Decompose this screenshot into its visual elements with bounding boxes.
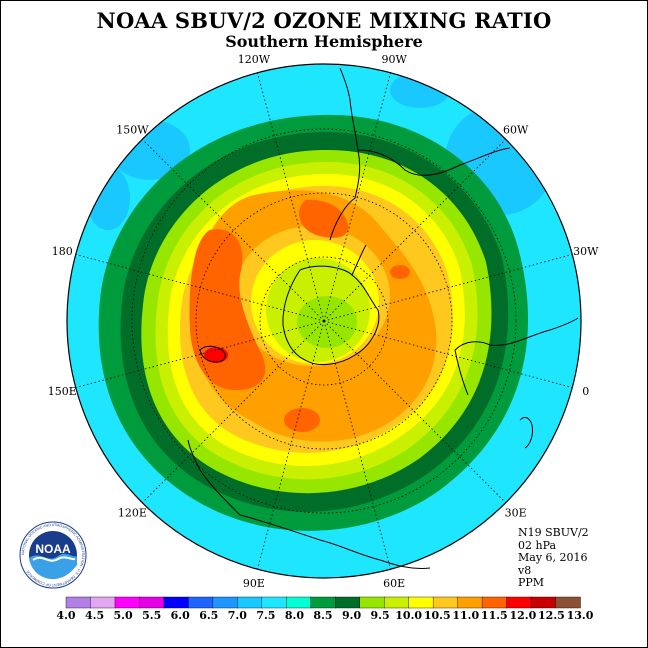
noaa-logo: NOAA NATIONAL OCEANIC AND ATMOSPHERIC AD… <box>18 520 88 594</box>
colorbar-label: 11.0 <box>452 609 479 622</box>
colorbar-label: 10.5 <box>424 609 451 622</box>
meridian-line <box>141 138 325 322</box>
longitude-label: 90W <box>381 53 407 66</box>
colorbar-label: 4.5 <box>85 609 104 622</box>
colorbar-label: 7.5 <box>256 609 275 622</box>
version-label: v8 <box>518 563 532 577</box>
meridian-line <box>141 320 325 504</box>
latitude-circle-0 <box>131 128 517 514</box>
longitude-label: 90E <box>243 577 265 590</box>
meridian-line <box>323 138 507 322</box>
coast-new-zealand <box>199 345 226 363</box>
colorbar-swatch <box>432 596 459 609</box>
colorbar-label: 8.5 <box>313 609 332 622</box>
meridian-line <box>323 320 573 388</box>
coast-south-america-east <box>357 147 511 176</box>
meridian-lines <box>75 72 573 570</box>
meridian-line <box>257 72 325 322</box>
colorbar-label: 10.0 <box>395 609 422 622</box>
longitude-label: 120E <box>118 507 147 520</box>
longitude-label: 0 <box>582 385 589 398</box>
colorbar-label: 5.0 <box>114 609 133 622</box>
date-label: May 6, 2016 <box>518 551 588 564</box>
ozone-field <box>67 64 581 578</box>
longitude-label: 60E <box>383 577 405 590</box>
map-subtitle: Southern Hemisphere <box>225 32 423 51</box>
colorbar-swatch <box>408 596 434 609</box>
map-border <box>66 63 582 579</box>
graticule <box>75 72 573 570</box>
field-darkorange-east <box>390 265 410 279</box>
coast-antarctic-peninsula <box>351 244 367 276</box>
coast-africa <box>454 317 579 351</box>
colorbar-swatch <box>261 596 287 609</box>
longitude-label: 150W <box>116 123 149 136</box>
info-block: N19 SBUV/2 02 hPa May 6, 2016 v8 PPM <box>518 526 589 590</box>
colorbar-swatch <box>212 596 239 609</box>
colorbar-label: 12.5 <box>538 609 565 622</box>
longitude-label: 30E <box>505 507 527 520</box>
colorbar-swatch <box>286 596 312 609</box>
noaa-logo-text: NOAA <box>35 542 71 556</box>
colorbar-label: 7.0 <box>228 609 247 622</box>
colorbar-swatch <box>114 596 141 609</box>
colorbar-label: 6.0 <box>171 609 190 622</box>
colorbar-swatch <box>188 596 214 609</box>
meridian-line <box>323 320 391 570</box>
colorbar-swatch <box>481 596 508 609</box>
coast-africa-south <box>454 349 469 396</box>
colorbar-label: 6.5 <box>199 609 218 622</box>
colorbar-swatch <box>139 596 165 609</box>
latitude-circle-60s <box>259 256 389 386</box>
colorbar-swatch <box>383 596 410 609</box>
longitude-label: 180 <box>52 245 73 258</box>
longitude-label: 30W <box>573 245 599 258</box>
coast-madagascar <box>519 417 533 449</box>
longitude-labels: 90W 60W 30W 0 30E 60E 90E 120E 150E 180 150W 120W <box>48 53 599 590</box>
colorbar-swatch <box>506 596 532 609</box>
meridian-line <box>257 320 325 570</box>
field-red-max <box>204 347 228 363</box>
colorbar-swatch <box>555 596 581 609</box>
coastlines <box>187 67 579 569</box>
meridian-line <box>75 254 325 322</box>
satellite-label: N19 SBUV/2 <box>518 526 589 539</box>
field-darkorange-south <box>284 408 320 432</box>
colorbar-swatch <box>457 596 483 609</box>
colorbar-swatch <box>65 596 92 609</box>
latitude-circle-30s <box>195 192 453 450</box>
pressure-label: 02 hPa <box>518 538 557 552</box>
colorbar-label: 9.0 <box>342 609 361 622</box>
colorbar-swatch <box>237 596 263 609</box>
colorbar-swatch <box>90 596 116 609</box>
field-darkorange-north <box>299 199 349 238</box>
colorbar-label: 4.0 <box>56 609 75 622</box>
longitude-label: 60W <box>503 123 529 136</box>
meridian-line <box>75 320 325 388</box>
meridian-line <box>323 320 507 504</box>
meridian-line <box>323 254 573 322</box>
colorbar-swatch <box>335 596 361 609</box>
units-label: PPM <box>518 576 545 589</box>
colorbar-label: 11.5 <box>481 609 508 622</box>
colorbar-swatch <box>163 596 190 609</box>
colorbar-label: 8.0 <box>285 609 304 622</box>
colorbar-label: 13.0 <box>567 609 594 622</box>
colorbar-swatch <box>359 596 385 609</box>
coast-australia-west <box>187 439 241 516</box>
colorbar-label: 9.5 <box>371 609 390 622</box>
map-title: NOAA SBUV/2 OZONE MIXING RATIO <box>96 8 552 33</box>
meridian-line <box>323 72 391 322</box>
longitude-label: 120W <box>238 53 271 66</box>
colorbar-label: 5.5 <box>142 609 161 622</box>
colorbar-label: 12.0 <box>509 609 536 622</box>
longitude-label: 150E <box>48 385 77 398</box>
colorbar-swatch <box>310 596 336 609</box>
colorbar-swatch <box>530 596 557 609</box>
